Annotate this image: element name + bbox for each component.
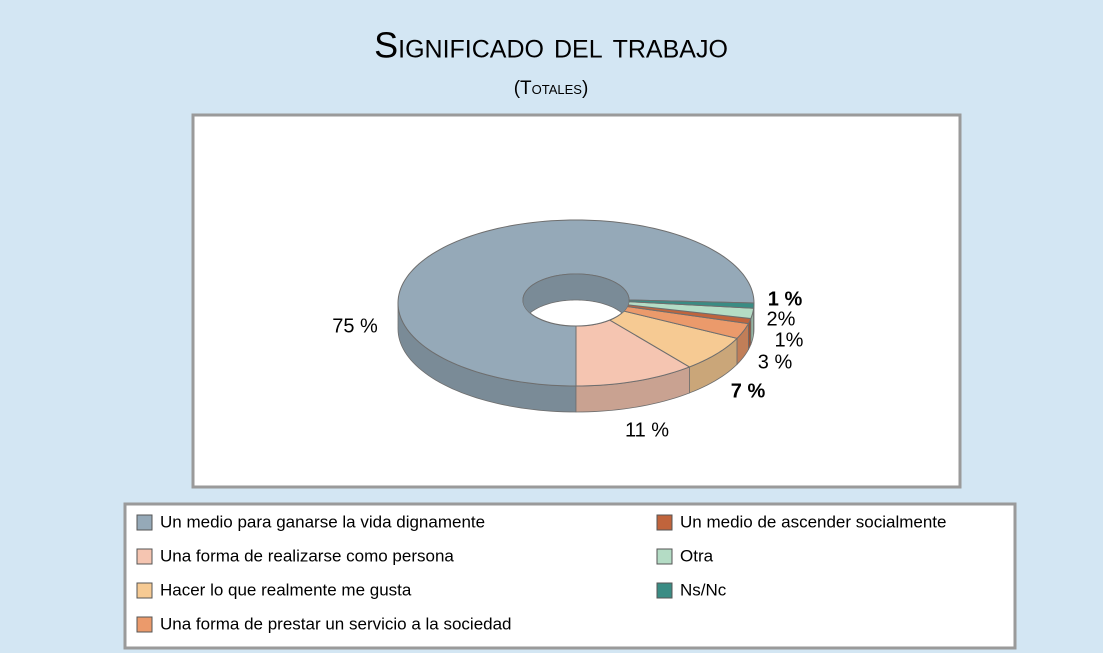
legend-label: Una forma de realizarse como persona — [160, 546, 454, 565]
legend-swatch — [137, 583, 152, 598]
legend-label: Un medio para ganarse la vida dignamente — [160, 512, 485, 531]
data-label: 7 % — [731, 380, 766, 402]
data-label: 2% — [767, 308, 796, 330]
data-label: 11 % — [625, 419, 669, 441]
legend-label: Hacer lo que realmente me gusta — [160, 580, 412, 599]
chart-title: Significado del trabajo — [374, 25, 728, 66]
legend-swatch — [657, 583, 672, 598]
legend-swatch — [657, 515, 672, 530]
legend-swatch — [137, 549, 152, 564]
legend-label: Ns/Nc — [680, 580, 727, 599]
legend-label: Un medio de ascender socialmente — [680, 512, 946, 531]
legend-swatch — [137, 515, 152, 530]
data-label: 3 % — [758, 351, 793, 373]
legend-label: Otra — [680, 546, 714, 565]
chart-subtitle: (Totales) — [514, 78, 589, 99]
legend-label: Una forma de prestar un servicio a la so… — [160, 614, 512, 633]
legend-swatch — [137, 617, 152, 632]
pie — [398, 220, 754, 412]
data-label: 1% — [775, 329, 804, 351]
data-label: 1 % — [768, 288, 803, 310]
legend-swatch — [657, 549, 672, 564]
data-label: 75 % — [332, 315, 378, 337]
